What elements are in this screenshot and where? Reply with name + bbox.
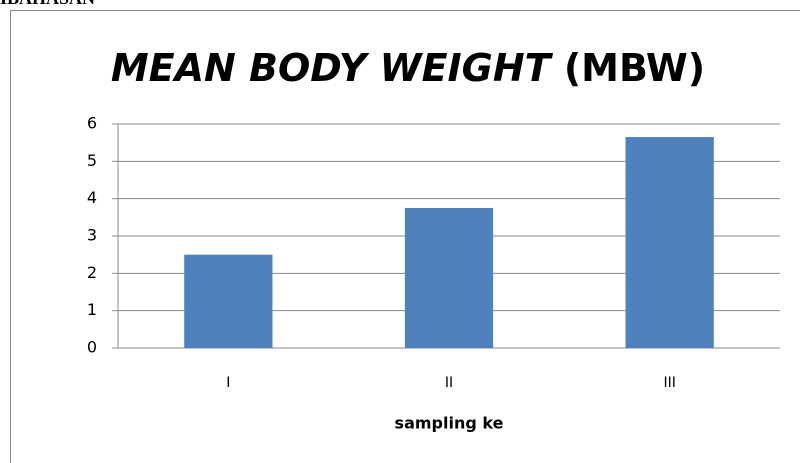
- y-tick-label: 1: [87, 300, 97, 319]
- x-tick-label: III: [663, 375, 675, 391]
- chart-frame: [10, 10, 800, 463]
- bar: [184, 254, 273, 348]
- page-header: IBAHASAN: [0, 0, 95, 8]
- x-tick-label: I: [226, 375, 230, 391]
- y-tick-label: 3: [87, 226, 97, 245]
- y-tick-label: 6: [87, 114, 97, 133]
- x-axis-title: sampling ke: [395, 414, 504, 433]
- bar: [625, 137, 714, 348]
- y-tick-label: 4: [87, 188, 97, 207]
- bar: [404, 208, 494, 348]
- y-tick-label: 2: [87, 263, 97, 282]
- y-tick-label: 0: [87, 338, 97, 357]
- x-tick-label: II: [445, 375, 453, 391]
- chart-title: MEAN BODY WEIGHT (MBW): [111, 46, 705, 90]
- y-tick-label: 5: [87, 151, 97, 170]
